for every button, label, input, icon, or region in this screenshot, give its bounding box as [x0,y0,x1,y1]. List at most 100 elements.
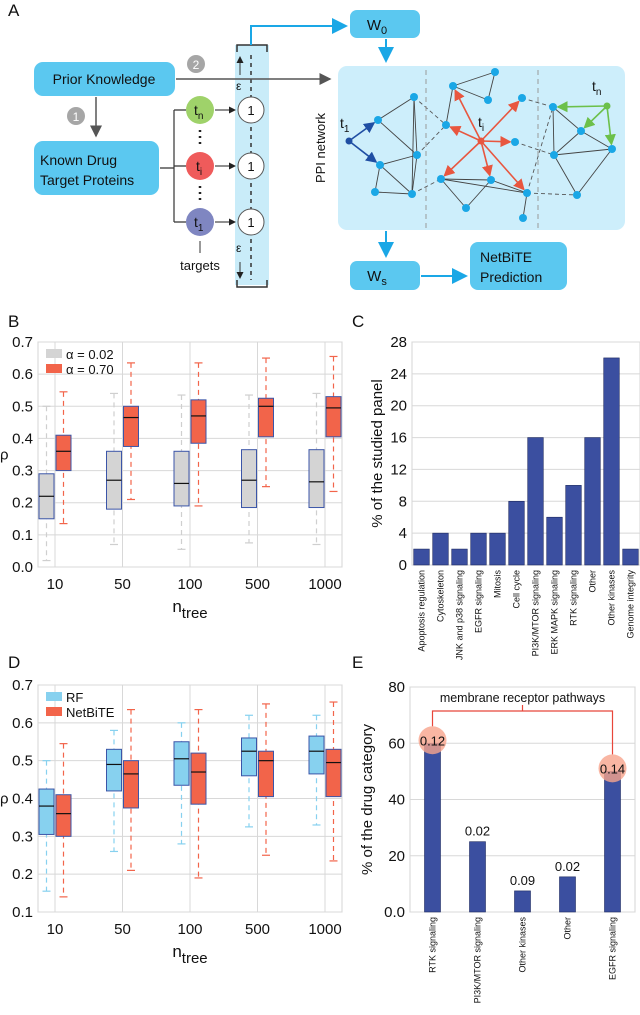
x-tick-label: EGFR signaling [608,917,618,980]
y-axis-label: % of the studied panel [369,379,386,527]
network-edge [377,119,418,156]
legend-label: NetBiTE [66,705,115,720]
targets-label: targets [180,258,220,273]
ti-propagation-arrow [443,140,482,177]
prior-knowledge-box [34,62,175,96]
bar [584,437,601,566]
box [325,748,342,798]
box [308,449,325,509]
target-i-label: ti [196,158,202,178]
tn-network-node [603,102,611,110]
box [123,405,139,447]
network-node [449,82,457,90]
network-node [608,145,616,153]
box [325,396,342,438]
bar [432,532,449,566]
network-edge [440,178,492,181]
ti-network-node [477,137,485,145]
network-node [518,94,526,102]
y-tick-label: 0.7 [12,677,33,694]
epsilon-bottom: ε [236,241,242,255]
network-node [577,127,585,135]
box [241,737,257,777]
x-tick-label: Apoptosis regulation [417,570,427,652]
network-node [410,93,418,101]
network-dashed-edge [526,192,578,196]
tn-propagation-arrow [604,105,616,146]
x-tick-label: 1000 [308,921,341,938]
y-tick-label: 0.6 [12,715,33,732]
vector-entry-n: 1 [247,103,254,118]
w0-box [350,10,420,38]
x-tick-label: Cytoskeleton [436,570,446,622]
y-axis-label: ρ [0,447,9,464]
legend-label: α = 0.70 [66,362,114,377]
bar [604,771,621,913]
network-edge [445,85,454,126]
prior-knowledge-label: Prior Knowledge [53,71,156,87]
network-node [487,176,495,184]
box [123,760,139,809]
bar [559,876,576,913]
y-tick-label: 12 [390,461,407,478]
annotation-label: membrane receptor pathways [440,691,605,705]
bar [451,548,468,566]
bar [622,548,639,566]
network-edge [452,71,496,87]
x-tick-label: Other [563,917,573,940]
x-tick-label: 10 [47,576,64,593]
legend-label: α = 0.02 [66,347,114,362]
bar [489,532,506,566]
step2-number: 2 [193,58,200,72]
prediction-label-2: Prediction [480,269,542,285]
w0-label: W0 [367,17,387,37]
target-1-node [186,208,214,236]
network-edge [374,191,413,195]
network-node [442,121,450,129]
annotation-bracket [431,705,614,755]
panel-label-e: E [352,653,363,672]
step2-badge [187,55,205,73]
network-node [437,175,445,183]
y-tick-label: 0.3 [12,463,33,480]
legend-swatch [46,692,62,701]
y-tick-label: 0.3 [12,828,33,845]
network-edge [465,179,492,209]
y-tick-label: 4 [399,525,407,542]
ti-propagation-arrow [480,135,512,148]
y-tick-label: 0 [399,557,407,574]
t1-propagation-arrow [348,140,378,163]
vector-entry-i: 1 [247,159,254,174]
y-tick-label: 0.5 [12,398,33,415]
ti-propagation-arrow [480,100,520,142]
network-ti-label: ti [478,114,484,134]
network-dashed-edge [411,178,442,195]
y-axis-label: % of the drug category [359,724,376,875]
bar [514,890,531,913]
y-tick-label: 0.6 [12,366,33,383]
network-dashed-edge [521,97,554,108]
ti-propagation-arrow [454,89,482,142]
target-i-node [186,152,214,180]
network-edge [553,148,613,156]
vector-entry-1: 1 [247,215,254,230]
network-node [491,68,499,76]
network-tn-label: tn [592,78,601,98]
network-edge [374,164,381,193]
network-node [484,96,492,104]
x-tick-label: Other kinases [518,917,528,973]
network-edge [490,179,528,194]
network-node [573,191,581,199]
y-tick-label: 0.1 [12,527,33,544]
data-label: 0.12 [420,733,445,748]
y-tick-label: 60 [388,735,405,752]
panel-label-c: C [352,312,364,331]
y-tick-label: 80 [388,679,405,696]
x-tick-label: Genome integrity [626,570,636,639]
target-to-vector-arrows [215,106,236,226]
highlight-circle [418,726,447,755]
tn-propagation-arrow [583,105,608,129]
box [38,788,55,835]
